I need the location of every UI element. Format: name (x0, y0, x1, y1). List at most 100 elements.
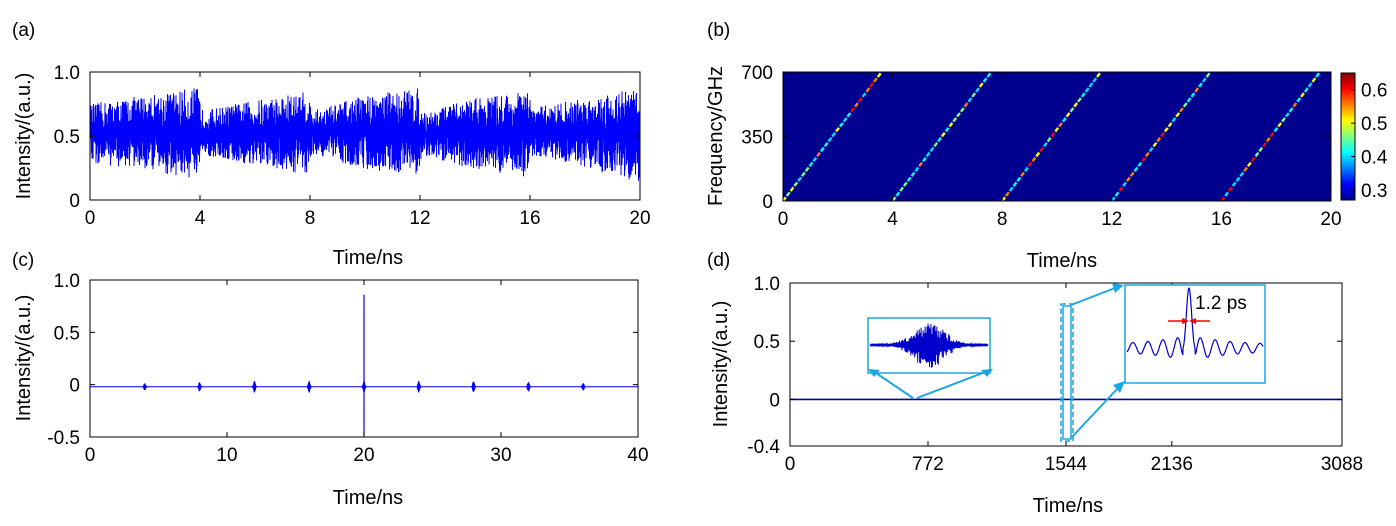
chirp-segment (1228, 186, 1233, 192)
chirp-segment (823, 141, 829, 148)
panel-d-inset-right: 1.2 ps (1060, 283, 1266, 442)
inset-right-arrowhead-top (1112, 283, 1124, 293)
x-tick-label: 10 (216, 445, 237, 466)
chirp-segment (1152, 141, 1158, 148)
y-tick-label: -0.4 (747, 437, 780, 458)
x-tick-label: 4 (195, 208, 206, 229)
chirp-segment (967, 97, 973, 103)
side-peak (197, 382, 203, 392)
chirp-line (782, 72, 882, 202)
x-tick-label: 20 (353, 445, 374, 466)
chirp-segment (1005, 191, 1010, 197)
chirp-segment (933, 141, 939, 148)
chirp-segment (1231, 181, 1237, 187)
panel-d-y-ticks: -0.4 0 0.5 1.0 (747, 274, 1342, 458)
chirp-segment (1016, 176, 1022, 182)
chirp-segment (801, 171, 806, 177)
chirp-segment (1205, 72, 1211, 78)
chirp-segment (1035, 151, 1041, 158)
chirp-segment (797, 176, 802, 182)
chirp-segment (876, 72, 882, 78)
inset-right-pointer-bottom (1070, 387, 1119, 439)
chirp-segment (1258, 146, 1264, 153)
x-tick-label: 16 (519, 208, 540, 229)
chirp-segment (959, 107, 965, 113)
chirp-segment (812, 156, 818, 163)
chirp-segment (816, 151, 821, 158)
chirp-segment (1084, 87, 1090, 93)
chirp-segment (1080, 92, 1086, 98)
chirp-segment (1194, 87, 1200, 93)
chirp-segment (1250, 156, 1256, 163)
panel-a-y-ticks: 0 0.5 1.0 (54, 63, 640, 212)
x-tick-label: 2136 (1151, 454, 1193, 475)
chirp-segment (1254, 151, 1260, 158)
chirp-segment (1247, 161, 1252, 167)
x-tick-label: 12 (1101, 209, 1122, 230)
chirp-segment (918, 161, 923, 167)
chirp-segment (1281, 117, 1286, 123)
panel-b-y-ticks: 0 350 700 (741, 63, 1331, 213)
chirp-segment (793, 181, 799, 187)
chirp-segment (1186, 97, 1192, 103)
chirp-segment (1288, 107, 1294, 113)
chirp-segment (1058, 122, 1063, 128)
panel-c-plot-area (90, 294, 638, 436)
chirp-segment (808, 161, 814, 167)
chirp-segment (1024, 166, 1029, 172)
chirp-segment (1061, 117, 1067, 123)
chirp-segment (1031, 156, 1037, 163)
chirp-segment (1201, 77, 1207, 83)
chirp-segment (1224, 191, 1229, 197)
side-peak (471, 381, 477, 392)
inset-right-frame (1124, 284, 1266, 384)
y-tick-label: 0 (769, 390, 780, 411)
chirp-segment (1092, 77, 1098, 83)
chirp-segment (831, 132, 837, 138)
chirp-segment (899, 186, 904, 192)
chirp-segment (835, 127, 840, 133)
chirp-segment (1315, 72, 1321, 78)
chirp-segment (944, 127, 950, 133)
chirp-segment (1039, 146, 1044, 153)
chirp-segment (925, 151, 931, 158)
inset-right-waveform (1126, 287, 1264, 358)
chirp-segment (1198, 82, 1203, 88)
chirp-segment (1008, 186, 1014, 192)
chirp-segment (1160, 132, 1165, 138)
chirp-segment (1148, 146, 1154, 153)
series-intensity-a (89, 88, 641, 181)
x-tick-label: 0 (85, 208, 96, 229)
chirp-segment (1144, 151, 1150, 158)
inset-right-pointer-top (1070, 287, 1116, 306)
chirp-segment (982, 77, 988, 83)
highlight-solid-box (1062, 305, 1072, 440)
y-tick-label: 0.5 (54, 323, 80, 344)
chirp-segment (1077, 97, 1082, 103)
fwhm-arrowhead-left (1182, 318, 1189, 324)
panel-a-plot-area (89, 88, 641, 181)
chirp-line (891, 72, 992, 202)
x-tick-label: 0 (85, 445, 96, 466)
panel-c-y-ticks: -0.5 0 0.5 1.0 (47, 271, 638, 449)
chirp-segment (1190, 92, 1196, 98)
inset-left-arrowhead-2 (981, 369, 993, 377)
panel-c-x-label: Time/ns (333, 487, 403, 509)
fwhm-annotation: 1.2 ps (1195, 293, 1247, 314)
y-tick-label: 350 (741, 128, 773, 149)
chirp-segment (804, 166, 810, 172)
panel-b-heatmap-background (783, 72, 1331, 201)
x-tick-label: 20 (1320, 209, 1341, 230)
chirp-segment (1114, 191, 1120, 197)
chirp-segment (1129, 171, 1135, 177)
chirp-segment (921, 156, 927, 163)
chirp-segment (1088, 82, 1094, 88)
chirp-segment (789, 186, 795, 192)
panel-b-chirp-lines (782, 72, 1321, 202)
chirp-segment (1182, 102, 1188, 108)
chirp-segment (1265, 137, 1271, 143)
chirp-segment (1137, 161, 1143, 167)
panel-a-label: (a) (12, 20, 35, 41)
side-peak (251, 381, 257, 393)
chirp-segment (963, 102, 969, 108)
